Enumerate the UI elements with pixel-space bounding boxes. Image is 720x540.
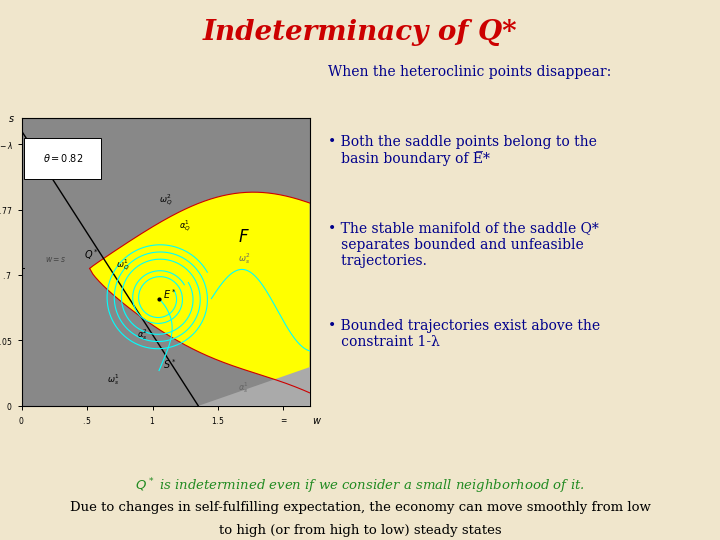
Text: $S^*$: $S^*$ bbox=[163, 357, 176, 371]
Text: $E^*$: $E^*$ bbox=[163, 287, 176, 301]
Text: When the heteroclinic points disappear:: When the heteroclinic points disappear: bbox=[328, 65, 611, 79]
Text: $\omega_Q^2$: $\omega_Q^2$ bbox=[159, 193, 173, 208]
Text: $\omega_s^2$: $\omega_s^2$ bbox=[238, 252, 250, 266]
Text: • The stable manifold of the saddle Q*
   separates bounded and unfeasible
   tr: • The stable manifold of the saddle Q* s… bbox=[328, 221, 598, 268]
Text: $\omega_Q^1$: $\omega_Q^1$ bbox=[116, 258, 130, 273]
Text: $s$: $s$ bbox=[8, 114, 14, 124]
Text: $w=s$: $w=s$ bbox=[45, 255, 66, 264]
Text: $\theta = 0.82$: $\theta = 0.82$ bbox=[42, 152, 83, 165]
Polygon shape bbox=[90, 192, 310, 393]
Text: $\alpha_Q^1$: $\alpha_Q^1$ bbox=[179, 219, 191, 234]
Text: $Q^*$: $Q^*$ bbox=[84, 247, 99, 262]
Text: to high (or from high to low) steady states: to high (or from high to low) steady sta… bbox=[219, 524, 501, 537]
Text: $\alpha_s^1$: $\alpha_s^1$ bbox=[238, 380, 248, 395]
Text: $\alpha_s^2$: $\alpha_s^2$ bbox=[137, 327, 148, 342]
Text: $F$: $F$ bbox=[238, 230, 249, 246]
Text: $\omega_s^1$: $\omega_s^1$ bbox=[107, 372, 120, 387]
FancyBboxPatch shape bbox=[24, 138, 102, 179]
Text: • Both the saddle points belong to the
   basin boundary of E̅*: • Both the saddle points belong to the b… bbox=[328, 135, 596, 166]
Text: $w$: $w$ bbox=[312, 416, 323, 427]
Text: • Bounded trajectories exist above the
   constraint 1-λ: • Bounded trajectories exist above the c… bbox=[328, 319, 600, 349]
Text: $\mathit{Q}^*$ is indetermined even if we consider a small neighborhood of it.: $\mathit{Q}^*$ is indetermined even if w… bbox=[135, 477, 585, 496]
Polygon shape bbox=[198, 367, 310, 406]
Text: Due to changes in self-fulfilling expectation, the economy can move smoothly fro: Due to changes in self-fulfilling expect… bbox=[70, 501, 650, 514]
Text: Indeterminacy of Q*: Indeterminacy of Q* bbox=[203, 19, 517, 46]
